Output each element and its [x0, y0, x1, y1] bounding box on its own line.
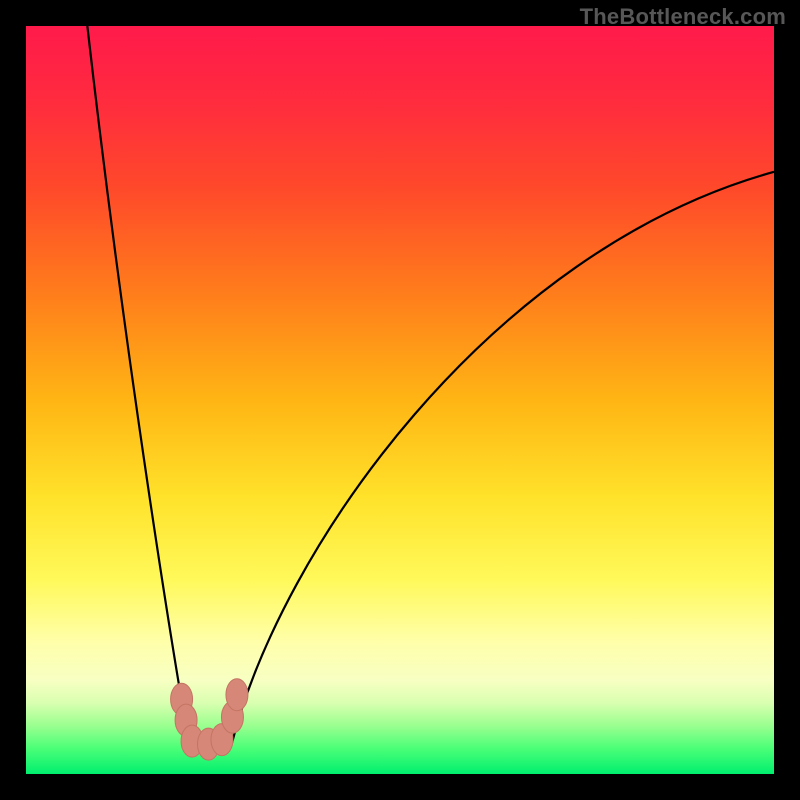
gradient-background [26, 26, 774, 774]
watermark-text: TheBottleneck.com [580, 4, 786, 30]
marker-point [226, 679, 248, 711]
chart-frame: TheBottleneck.com [0, 0, 800, 800]
chart-svg [0, 0, 800, 800]
